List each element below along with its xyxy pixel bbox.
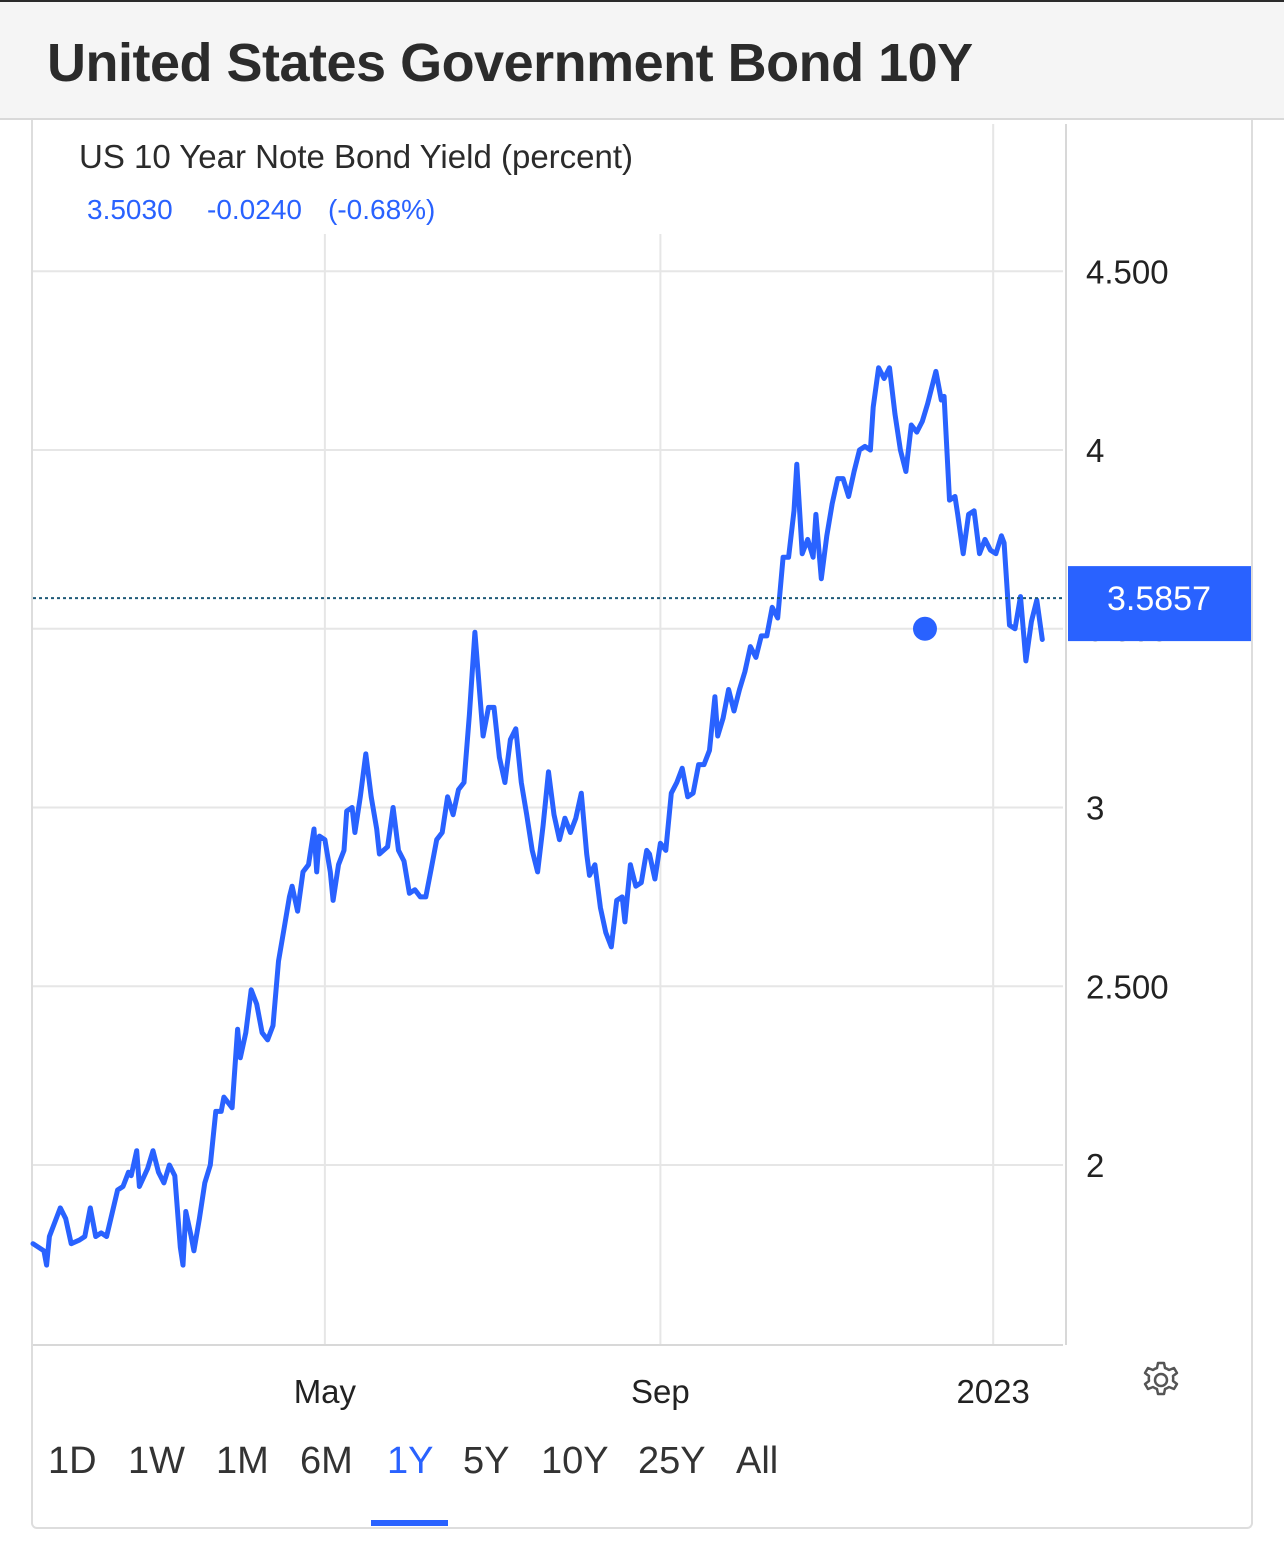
x-tick-label: Sep <box>631 1373 690 1410</box>
y-axis-tick-labels: 22.50033.50044.500 <box>1086 253 1169 1184</box>
crosshair-marker <box>912 616 937 641</box>
y-tick-label: 2 <box>1086 1147 1104 1184</box>
settings-gear-icon[interactable] <box>1138 1357 1184 1403</box>
page-header: United States Government Bond 10Y <box>0 0 1284 120</box>
vertical-gridlines <box>323 124 995 1345</box>
timeframe-10y-button[interactable]: 10Y <box>541 1440 609 1482</box>
active-timeframe-underline <box>371 1520 448 1526</box>
y-tick-label: 2.500 <box>1086 968 1169 1005</box>
timeframe-5y-button[interactable]: 5Y <box>463 1440 510 1482</box>
legend-change-percent: (-0.68%) <box>328 194 435 225</box>
timeframe-1y-button[interactable]: 1Y <box>387 1440 434 1482</box>
x-axis-tick-labels: May Sep 2023 <box>294 1373 1030 1410</box>
last-price-label: 3.5857 <box>1107 580 1211 618</box>
x-tick-label: 2023 <box>956 1373 1029 1410</box>
legend-background <box>36 124 696 234</box>
x-tick-label: May <box>294 1373 357 1410</box>
last-price-label-box <box>1068 566 1251 642</box>
y-tick-label: 4.500 <box>1086 253 1169 290</box>
y-tick-label: 4 <box>1086 432 1104 469</box>
page-title: United States Government Bond 10Y <box>47 33 973 93</box>
legend-series-title: US 10 Year Note Bond Yield (percent) <box>79 138 633 175</box>
y-tick-label: 3 <box>1086 790 1104 827</box>
timeframe-25y-button[interactable]: 25Y <box>638 1440 706 1482</box>
yield-series-line <box>30 365 1045 1268</box>
timeframe-1w-button[interactable]: 1W <box>128 1440 185 1482</box>
legend-change: -0.0240 <box>207 194 302 225</box>
legend-value: 3.5030 <box>87 194 173 225</box>
chart-card <box>31 120 1253 1529</box>
timeframe-1m-button[interactable]: 1M <box>216 1440 269 1482</box>
timeframe-all-button[interactable]: All <box>736 1440 779 1482</box>
horizontal-gridlines <box>33 270 1063 1166</box>
timeframe-6m-button[interactable]: 6M <box>300 1440 353 1482</box>
timeframe-1d-button[interactable]: 1D <box>48 1440 97 1482</box>
